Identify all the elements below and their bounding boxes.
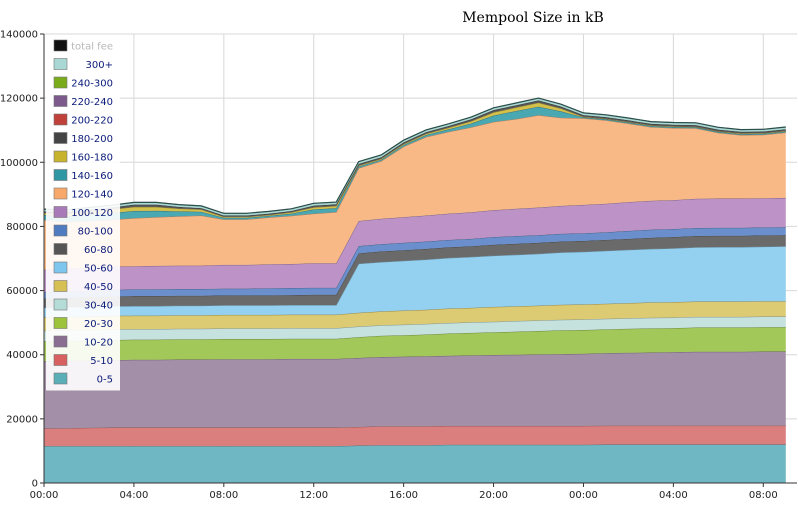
area-5-10 [44,425,786,447]
legend-label: 60-80 [84,245,113,256]
x-tick-label: 08:00 [749,490,778,501]
legend-label: 300+ [86,60,113,71]
legend-label: 5-10 [90,356,113,367]
y-tick-label: 0 [32,479,38,490]
legend-label: 200-220 [71,116,113,127]
x-tick-label: 08:00 [209,490,238,501]
legend-swatch [53,169,68,181]
y-tick-label: 40000 [6,350,38,361]
legend-swatch [53,206,68,218]
area-30-40 [44,316,786,342]
y-tick-label: 20000 [6,414,38,425]
area-0-5 [44,444,786,483]
x-tick-label: 16:00 [389,490,418,501]
total-line [43,97,786,214]
legend-swatch [53,113,68,126]
x-tick-label: 12:00 [299,490,328,501]
x-axis-ticks: 00:00 04:00 08:00 12:00 16:00 20:00 00:00 04:00… [30,483,778,501]
legend-label: 80-100 [78,227,113,238]
legend-label: 220-240 [71,97,113,108]
legend-swatch [53,261,68,274]
x-tick-label: 00:00 [30,490,59,501]
legend-label: 140-160 [71,171,113,182]
legend-label: 120-140 [71,190,113,201]
axes [43,34,797,484]
y-tick-label: 100000 [0,158,38,169]
area-120-140 [44,115,786,270]
chart-title: Mempool Size in kB [462,10,604,26]
area-50-60 [44,246,786,318]
legend-swatch [53,280,68,292]
legend-swatch [53,187,68,200]
legend-swatch [53,243,68,255]
legend-swatch [53,39,68,52]
y-axis-ticks: 0 20000 40000 60000 80000 100000 120000 140000 [0,30,44,490]
legend-label: 180-200 [71,134,113,145]
x-tick-label: 20:00 [479,490,508,501]
x-tick-label: 00:00 [569,490,598,501]
area-10-20 [44,351,786,429]
legend-label: total fee [71,42,113,53]
legend-label: 50-60 [84,264,113,275]
legend-swatch [53,354,68,366]
legend-swatch [53,150,68,163]
legend-label: 0-5 [97,375,113,386]
y-tick-label: 140000 [0,30,38,41]
legend-swatch [53,76,68,89]
legend-swatch [53,132,68,144]
legend: total fee 300+ 240-300 220-240 200-220 180-20… [46,37,120,391]
legend-label: 100-120 [71,208,113,219]
legend-swatch [53,58,68,70]
area-20-30 [44,327,786,362]
area-100-120 [44,197,786,293]
x-tick-label: 04:00 [659,490,688,501]
legend-swatch [53,95,68,107]
y-tick-label: 120000 [0,94,38,105]
legend-swatch [53,224,68,237]
legend-label: 240-300 [71,79,113,90]
legend-swatch [53,317,68,329]
x-tick-label: 04:00 [119,490,148,501]
y-tick-label: 60000 [6,286,38,297]
area-40-50 [44,301,786,331]
legend-swatch [53,335,68,348]
stacked-areas [43,97,786,483]
y-tick-label: 80000 [6,222,38,233]
legend-label: 10-20 [84,338,113,349]
legend-label: 20-30 [84,319,113,330]
legend-label: 30-40 [84,301,113,312]
legend-swatch [53,298,68,311]
legend-label: 160-180 [71,153,113,164]
legend-label: 40-50 [84,282,113,293]
legend-swatch [53,372,68,385]
